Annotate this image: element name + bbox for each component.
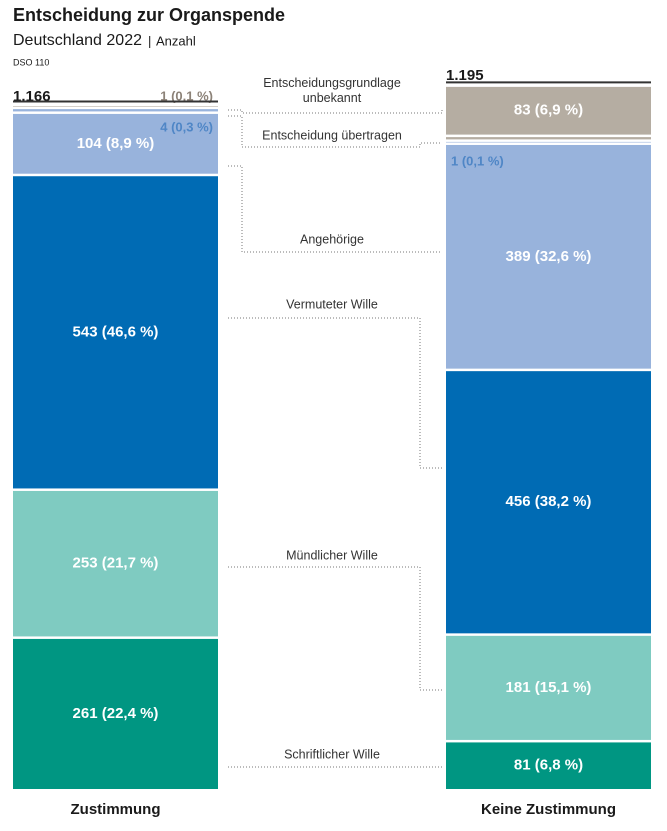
value-label: 389 (32,6 %) xyxy=(506,248,592,265)
series-name: Vermuteter Wille xyxy=(286,297,378,311)
segment xyxy=(446,137,651,140)
connector xyxy=(228,317,442,469)
series-name: Entscheidung übertragen xyxy=(262,128,402,142)
value-label: 456 (38,2 %) xyxy=(506,493,592,510)
connector xyxy=(228,165,442,253)
segment xyxy=(13,490,218,637)
segment xyxy=(446,141,651,143)
value-label: 181 (15,1 %) xyxy=(506,679,592,696)
category-label: Keine Zustimmung xyxy=(481,801,616,818)
series-name: Mündlicher Wille xyxy=(286,548,378,562)
value-label: 104 (8,9 %) xyxy=(77,135,155,152)
segment xyxy=(446,144,651,369)
segment xyxy=(13,638,218,789)
value-label: 1 (0,1 %) xyxy=(451,153,504,168)
separator: | xyxy=(148,33,151,48)
connector xyxy=(228,566,442,691)
segment xyxy=(13,109,218,112)
connector xyxy=(228,109,443,114)
segment xyxy=(446,86,651,135)
segment xyxy=(446,371,651,634)
connectors xyxy=(228,109,443,768)
unit: Anzahl xyxy=(156,33,196,48)
total-label: 1.195 xyxy=(446,67,484,84)
chart-title: Entscheidung zur Organspende xyxy=(13,5,285,25)
value-label: 81 (6,8 %) xyxy=(514,757,583,774)
series-name: Angehörige xyxy=(300,232,364,246)
segment xyxy=(446,635,651,740)
segment xyxy=(13,113,218,174)
source: DSO 110 xyxy=(13,57,49,67)
series-name: Entscheidungsgrundlage unbekannt xyxy=(263,76,401,105)
category-label: Zustimmung xyxy=(71,801,161,818)
value-label: 261 (22,4 %) xyxy=(73,705,159,722)
segment xyxy=(13,106,218,107)
value-label: 543 (46,6 %) xyxy=(73,323,159,340)
value-label: 83 (6,9 %) xyxy=(514,102,583,119)
segment xyxy=(13,176,218,489)
value-label: 1 (0,1 %) xyxy=(160,88,213,103)
value-label: 253 (21,7 %) xyxy=(73,555,159,572)
chart-subtitle: Deutschland 2022 xyxy=(13,32,142,49)
value-label: 4 (0,3 %) xyxy=(160,119,213,134)
segment xyxy=(446,742,651,789)
series-name: Schriftlicher Wille xyxy=(284,747,380,761)
